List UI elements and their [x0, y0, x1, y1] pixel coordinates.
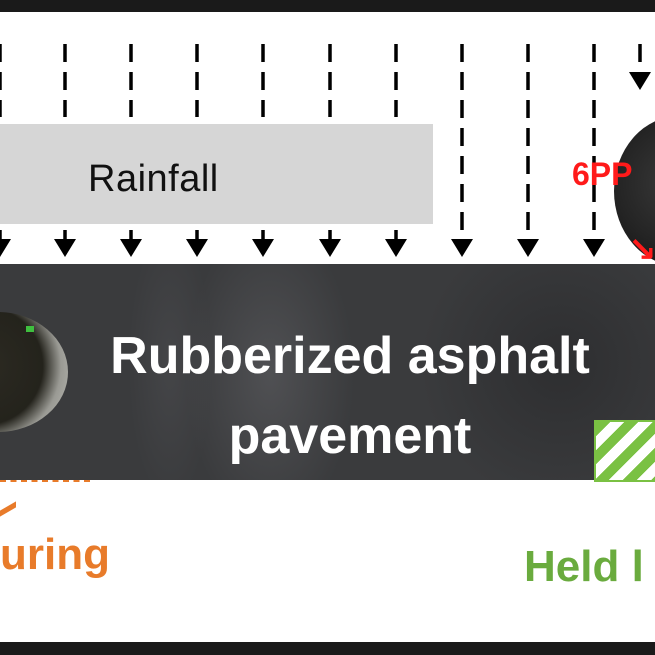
- rain-arrow: [120, 230, 142, 257]
- pavement-title-line2: pavement: [228, 407, 472, 465]
- right-green-caption: Held l: [524, 542, 644, 591]
- rain-arrow: [451, 44, 473, 257]
- rain-arrow: [385, 230, 407, 257]
- right-red-label: 6PP: [572, 156, 633, 192]
- pavement-band: [0, 264, 655, 480]
- rain-arrow: [252, 230, 274, 257]
- orange-arrow-tip: [0, 501, 16, 517]
- green-hatched-legend: [594, 420, 655, 482]
- rain-arrow: [517, 44, 539, 257]
- pavement-title-line1: Rubberized asphalt: [110, 327, 590, 385]
- rain-arrow: [629, 44, 651, 90]
- diagram-panel: Rainfall Rubberized asphalt pavement d d…: [0, 12, 655, 642]
- rain-arrow: [186, 230, 208, 257]
- rain-arrow: [319, 230, 341, 257]
- rainfall-label: Rainfall: [88, 158, 219, 200]
- rain-arrow: [0, 230, 11, 257]
- rain-arrow: [583, 44, 605, 257]
- orange-dashed-line: [0, 480, 90, 482]
- rainfall-box: [0, 124, 433, 224]
- right-red-arrow: ↘: [628, 231, 655, 269]
- rain-arrows: [0, 44, 651, 257]
- sample-marker: [26, 326, 34, 332]
- left-caption-line1: d during: [0, 530, 110, 579]
- rain-arrow: [54, 230, 76, 257]
